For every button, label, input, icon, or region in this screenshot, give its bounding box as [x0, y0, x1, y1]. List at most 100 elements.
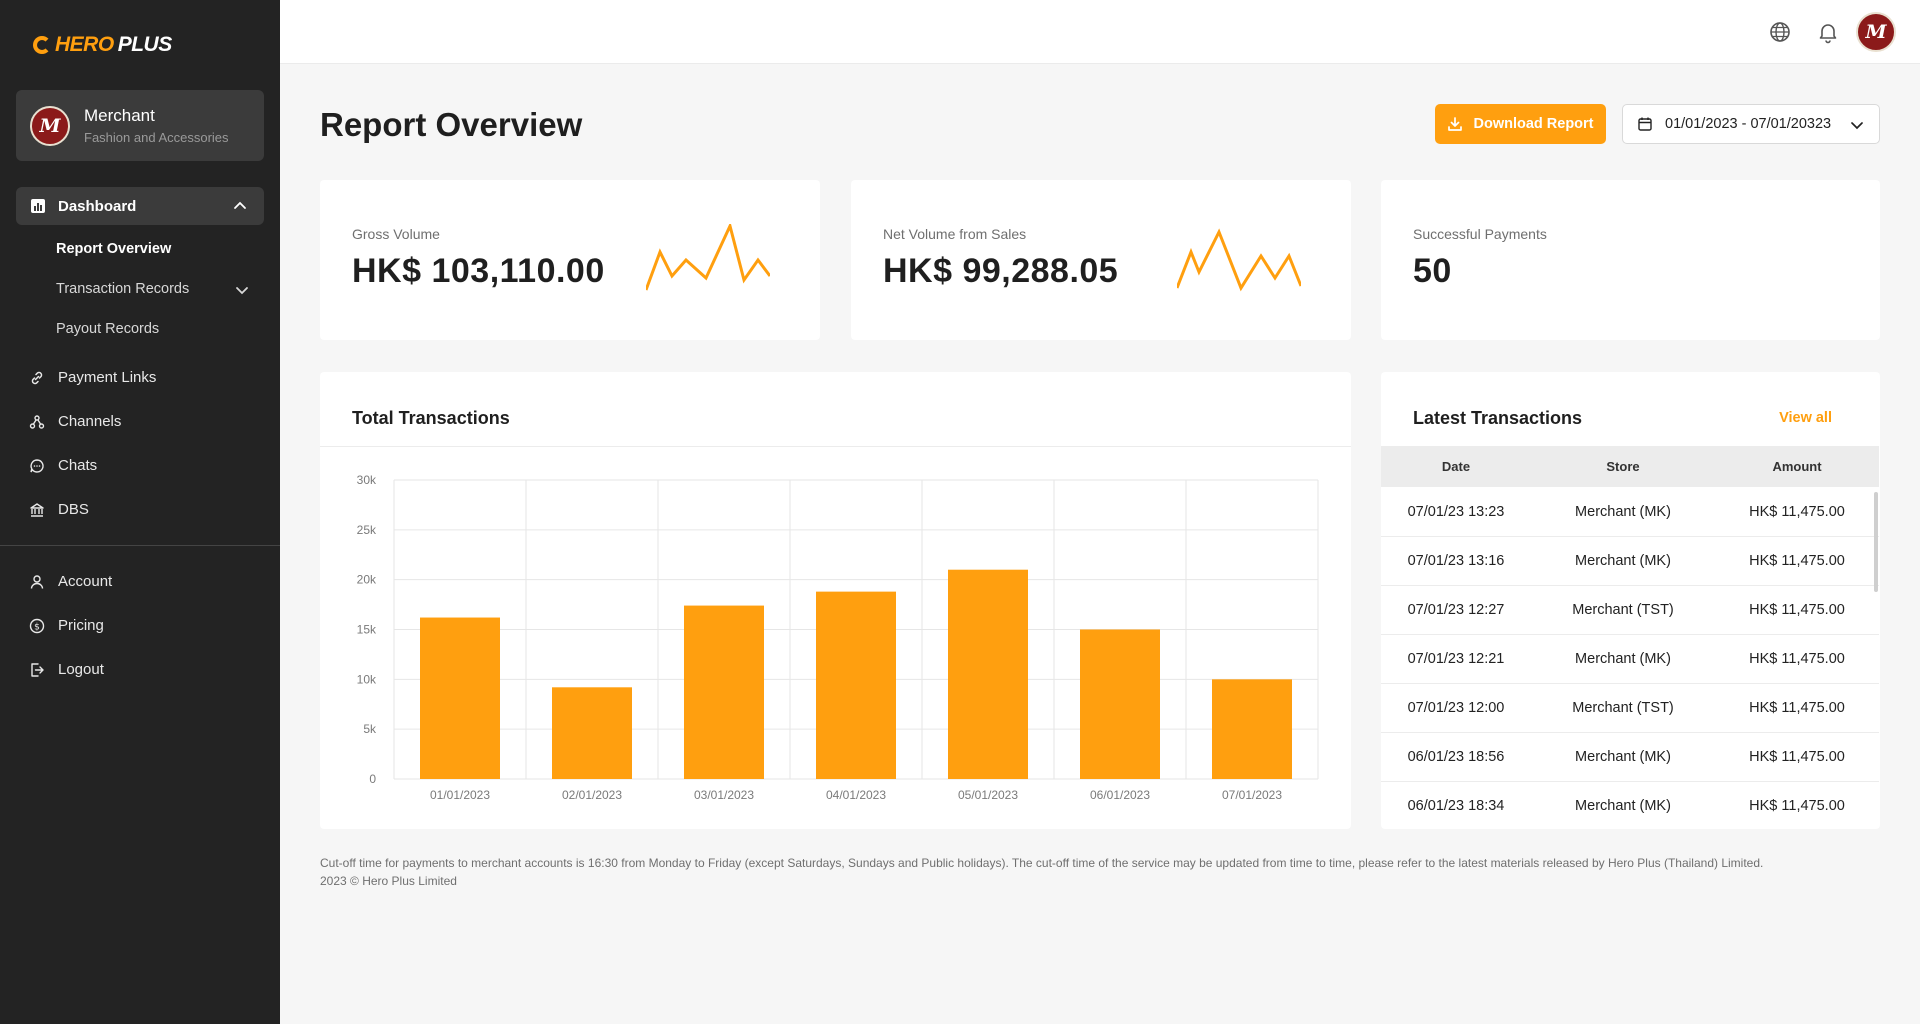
transaction-date: 07/01/23 13:23 [1407, 504, 1505, 520]
merchant-name: Merchant [84, 106, 155, 125]
sidebar-subitem-transaction-records[interactable]: Transaction Records [56, 281, 190, 297]
sidebar-item-account[interactable]: Account [29, 573, 112, 590]
footer-note: Cut-off time for payments to merchant ac… [320, 854, 1900, 890]
logout-icon [31, 662, 44, 677]
svg-text:$: $ [34, 622, 40, 632]
sidebar-subitem-payout-records[interactable]: Payout Records [56, 321, 160, 337]
sparkline-gross-volume [646, 224, 770, 291]
transaction-amount: HK$ 11,475.00 [1749, 798, 1845, 814]
sidebar-item-channels[interactable]: Channels [29, 413, 121, 430]
sidebar-item-label: Logout [58, 661, 104, 678]
view-all-link[interactable]: View all [1779, 410, 1832, 426]
bar-01-01-2023[interactable] [420, 617, 500, 779]
table-row[interactable]: 06/01/23 18:56 Merchant (MK) HK$ 11,475.00 [1381, 733, 1879, 782]
sidebar-item-dashboard[interactable]: Dashboard [16, 187, 264, 225]
column-header-store[interactable]: Store [1606, 459, 1640, 474]
user-avatar[interactable]: M [1856, 12, 1896, 52]
stat-label: Successful Payments [1413, 226, 1547, 242]
y-tick-label: 5k [363, 722, 377, 736]
merchant-category: Fashion and Accessories [84, 130, 229, 145]
sparkline-net-volume [1177, 228, 1301, 292]
x-tick-label: 05/01/2023 [958, 788, 1018, 802]
sidebar-divider [0, 545, 280, 546]
total-transactions-card: Total Transactions 0 5k 10k 15k 20k 25k 30k 01/… [320, 372, 1351, 829]
table-row[interactable]: 07/01/23 12:27 Merchant (TST) HK$ 11,475.0… [1381, 586, 1879, 635]
sidebar-item-dbs[interactable]: DBS [29, 501, 89, 518]
column-header-date[interactable]: Date [1441, 459, 1471, 474]
sidebar-item-pricing[interactable]: $ Pricing [29, 617, 104, 634]
brand-name-hero: HERO [55, 33, 114, 56]
brand-mark-icon [33, 36, 51, 54]
channels-icon [29, 414, 45, 429]
bank-icon [30, 502, 44, 517]
download-report-label: Download Report [1473, 116, 1594, 132]
y-tick-label: 15k [357, 623, 377, 637]
stat-label: Gross Volume [352, 226, 440, 242]
sidebar-subitem-report-overview[interactable]: Report Overview [56, 241, 172, 257]
merchant-avatar: M [30, 105, 70, 146]
page-title: Report Overview [320, 106, 583, 143]
bar-07-01-2023[interactable] [1212, 679, 1292, 779]
sidebar-item-logout[interactable]: Logout [29, 661, 104, 678]
table-row[interactable]: 06/01/23 18:34 Merchant (MK) HK$ 11,475.00 [1381, 782, 1879, 829]
column-header-amount[interactable]: Amount [1772, 459, 1822, 474]
dashboard-icon [31, 199, 45, 213]
x-tick-label: 06/01/2023 [1090, 788, 1150, 802]
copyright: 2023 © Hero Plus Limited [320, 874, 457, 888]
transaction-amount: HK$ 11,475.00 [1749, 553, 1845, 569]
table-scrollbar[interactable] [1874, 492, 1878, 592]
bell-icon[interactable] [1816, 20, 1840, 44]
transaction-amount: HK$ 11,475.00 [1749, 602, 1845, 618]
transaction-store: Merchant (TST) [1572, 602, 1674, 618]
x-tick-label: 03/01/2023 [694, 788, 754, 802]
transaction-date: 06/01/23 18:34 [1407, 798, 1505, 814]
transaction-date: 07/01/23 12:27 [1407, 602, 1505, 618]
table-row[interactable]: 07/01/23 13:23 Merchant (MK) HK$ 11,475.00 [1381, 488, 1879, 537]
table-row[interactable]: 07/01/23 12:00 Merchant (TST) HK$ 11,475.0… [1381, 684, 1879, 733]
sidebar-item-chats[interactable]: Chats [29, 457, 97, 474]
chevron-down-icon [1851, 122, 1863, 130]
stat-value: HK$ 103,110.00 [352, 252, 605, 290]
table-row[interactable]: 07/01/23 12:21 Merchant (MK) HK$ 11,475.00 [1381, 635, 1879, 684]
transaction-store: Merchant (MK) [1575, 504, 1671, 520]
table-row[interactable]: 07/01/23 13:16 Merchant (MK) HK$ 11,475.00 [1381, 537, 1879, 586]
card-divider [320, 446, 1351, 447]
brand-name-plus: PLUS [117, 33, 173, 56]
date-range-value: 01/01/2023 - 07/01/20323 [1665, 116, 1832, 132]
y-tick-label: 30k [357, 473, 377, 487]
y-tick-label: 0 [369, 772, 376, 786]
sidebar-item-label: Payment Links [58, 369, 157, 386]
y-tick-label: 20k [357, 573, 377, 587]
date-range-picker[interactable]: 01/01/2023 - 07/01/20323 [1622, 104, 1880, 144]
sidebar-item-label: Chats [58, 457, 98, 474]
merchant-switcher[interactable]: M Merchant Fashion and Accessories [16, 90, 264, 161]
transaction-amount: HK$ 11,475.00 [1749, 749, 1845, 765]
transaction-store: Merchant (MK) [1575, 749, 1671, 765]
transaction-store: Merchant (MK) [1575, 798, 1671, 814]
chevron-up-icon[interactable] [232, 198, 248, 214]
stat-value: 50 [1413, 252, 1452, 290]
bar-05-01-2023[interactable] [948, 569, 1028, 779]
sidebar-item-label: Account [58, 573, 113, 590]
transaction-date: 06/01/23 18:56 [1407, 749, 1505, 765]
bar-04-01-2023[interactable] [816, 591, 896, 779]
sidebar-item-payment-links[interactable]: Payment Links [29, 369, 156, 386]
stat-value: HK$ 99,288.05 [883, 252, 1119, 290]
user-icon [30, 574, 44, 589]
sidebar-item-label: DBS [58, 501, 89, 518]
cutoff-notice: Cut-off time for payments to merchant ac… [320, 856, 1764, 870]
table-header: Date Store Amount [1381, 446, 1879, 487]
bar-03-01-2023[interactable] [684, 605, 764, 779]
sidebar-item-label: Channels [58, 413, 122, 430]
globe-icon[interactable] [1768, 20, 1792, 44]
brand-logo[interactable]: HERO PLUS [33, 33, 172, 57]
download-report-button[interactable]: Download Report [1435, 104, 1606, 144]
sidebar-item-label: Dashboard [58, 197, 137, 215]
chart-title: Total Transactions [352, 408, 510, 428]
bar-02-01-2023[interactable] [552, 687, 632, 779]
x-tick-label: 04/01/2023 [826, 788, 886, 802]
transaction-date: 07/01/23 12:00 [1407, 700, 1505, 716]
stat-card-successful-payments: Successful Payments 50 [1381, 180, 1880, 340]
bar-06-01-2023[interactable] [1080, 629, 1160, 780]
chevron-down-icon[interactable] [234, 282, 250, 298]
